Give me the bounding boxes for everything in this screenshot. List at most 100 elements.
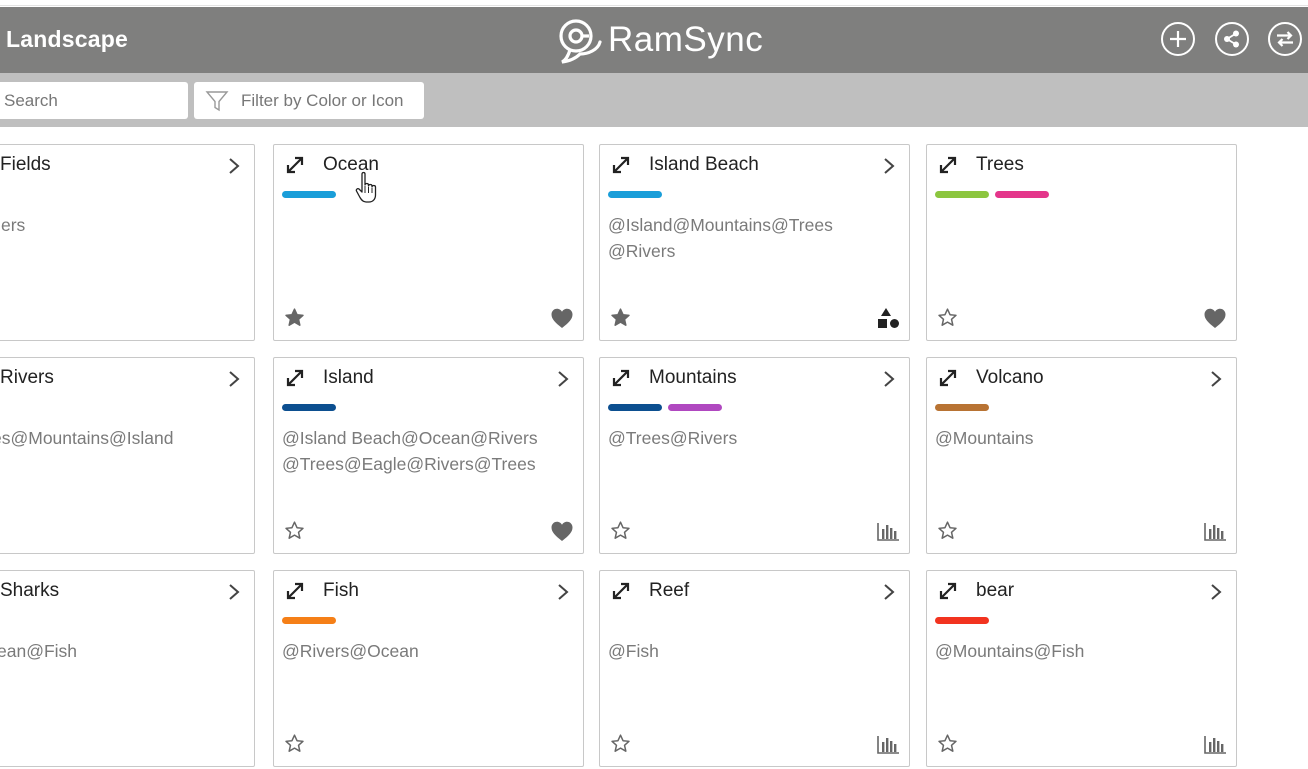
- color-tags: [935, 617, 989, 624]
- share-icon: [1224, 30, 1239, 48]
- star-outline-icon[interactable]: [937, 733, 958, 754]
- color-tags: [935, 404, 989, 411]
- card-trees[interactable]: Trees: [926, 144, 1237, 341]
- card-title[interactable]: bear: [976, 580, 1015, 601]
- color-tag: [935, 617, 989, 624]
- card-links[interactable]: @Island@Mountains@Trees @Rivers: [608, 215, 833, 261]
- color-tag: [282, 404, 336, 411]
- shapes-icon[interactable]: [876, 307, 900, 329]
- card-title[interactable]: Sharks: [0, 580, 60, 601]
- chevron-right-icon[interactable]: [1209, 583, 1223, 601]
- color-tag: [935, 191, 989, 198]
- star-outline-icon[interactable]: [937, 520, 958, 541]
- color-tags: [282, 191, 336, 198]
- card-title[interactable]: Island Beach: [649, 154, 759, 175]
- heart-icon[interactable]: [550, 307, 574, 329]
- chevron-right-icon[interactable]: [882, 370, 896, 388]
- card-ocean[interactable]: Ocean: [273, 144, 584, 341]
- card-fish[interactable]: Fish @Rivers@Ocean: [273, 570, 584, 767]
- expand-icon[interactable]: [611, 368, 631, 388]
- card-title[interactable]: Reef: [649, 580, 690, 601]
- ramsync-logo-icon: [559, 19, 602, 64]
- star-outline-icon[interactable]: [284, 520, 305, 541]
- card-sharks[interactable]: Sharks ean@Fish: [0, 570, 255, 767]
- expand-icon[interactable]: [938, 155, 958, 175]
- card-links[interactable]: es@Mountains@Island: [0, 428, 174, 448]
- chevron-right-icon[interactable]: [227, 370, 241, 388]
- expand-icon[interactable]: [611, 581, 631, 601]
- card-title[interactable]: Trees: [976, 154, 1024, 175]
- expand-icon[interactable]: [285, 368, 305, 388]
- chevron-right-icon[interactable]: [227, 583, 241, 601]
- bar-chart-icon[interactable]: [876, 733, 900, 755]
- page-title: Landscape: [6, 26, 128, 52]
- star-outline-icon[interactable]: [610, 520, 631, 541]
- card-title[interactable]: Volcano: [976, 367, 1044, 388]
- expand-icon[interactable]: [938, 368, 958, 388]
- star-filled-icon[interactable]: [610, 307, 631, 328]
- card-reef[interactable]: Reef @Fish: [599, 570, 910, 767]
- color-tag: [608, 191, 662, 198]
- toolbar: [0, 73, 1308, 127]
- logo: RamSync: [556, 16, 763, 64]
- card-island[interactable]: Island @Island Beach@Ocean@Rivers @Trees@…: [273, 357, 584, 554]
- card-title[interactable]: Island: [323, 367, 374, 388]
- color-tags: [282, 404, 336, 411]
- logo-text: RamSync: [608, 20, 764, 59]
- chevron-right-icon[interactable]: [882, 157, 896, 175]
- card-links[interactable]: @Mountains@Fish: [935, 641, 1085, 661]
- color-tag: [995, 191, 1049, 198]
- card-title[interactable]: Ocean: [323, 154, 379, 175]
- card-rivers[interactable]: Rivers es@Mountains@Island: [0, 357, 255, 554]
- bar-chart-icon[interactable]: [1203, 733, 1227, 755]
- star-outline-icon[interactable]: [610, 733, 631, 754]
- card-links[interactable]: ers: [1, 215, 26, 235]
- color-tag: [282, 191, 336, 198]
- window-top-edge: [0, 0, 1308, 6]
- color-tags: [608, 191, 662, 198]
- filter-icon: [205, 90, 229, 111]
- expand-icon[interactable]: [285, 581, 305, 601]
- chevron-right-icon[interactable]: [1209, 370, 1223, 388]
- heart-icon[interactable]: [550, 520, 574, 542]
- card-mountains[interactable]: Mountains @Trees@Rivers: [599, 357, 910, 554]
- color-tags: [282, 617, 336, 624]
- color-tag: [282, 617, 336, 624]
- chevron-right-icon[interactable]: [227, 157, 241, 175]
- add-button[interactable]: [1161, 22, 1195, 56]
- card-links[interactable]: ean@Fish: [0, 641, 78, 661]
- card-island-beach[interactable]: Island Beach @Island@Mountains@Trees @Riv…: [599, 144, 910, 341]
- card-links[interactable]: @Rivers@Ocean: [282, 641, 419, 661]
- search-input[interactable]: [0, 82, 188, 119]
- expand-icon[interactable]: [938, 581, 958, 601]
- card-fields[interactable]: Fields ers: [0, 144, 255, 341]
- star-outline-icon[interactable]: [284, 733, 305, 754]
- card-links[interactable]: @Island Beach@Ocean@Rivers @Trees@Eagle@…: [282, 428, 538, 474]
- card-title[interactable]: Fields: [0, 154, 51, 175]
- swap-button[interactable]: [1268, 22, 1302, 56]
- card-links[interactable]: @Trees@Rivers: [608, 428, 738, 448]
- card-title[interactable]: Rivers: [0, 367, 54, 388]
- color-tag: [668, 404, 722, 411]
- card-bear[interactable]: bear @Mountains@Fish: [926, 570, 1237, 767]
- bar-chart-icon[interactable]: [876, 520, 900, 542]
- hand-cursor-icon: [355, 171, 377, 203]
- chevron-right-icon[interactable]: [556, 370, 570, 388]
- filter-input[interactable]: [241, 90, 421, 111]
- card-title[interactable]: Fish: [323, 580, 359, 601]
- expand-icon[interactable]: [285, 155, 305, 175]
- heart-icon[interactable]: [1203, 307, 1227, 329]
- card-links[interactable]: @Fish: [608, 641, 659, 661]
- star-filled-icon[interactable]: [284, 307, 305, 328]
- card-title[interactable]: Mountains: [649, 367, 737, 388]
- star-outline-icon[interactable]: [937, 307, 958, 328]
- plus-icon: [1170, 31, 1186, 47]
- share-button[interactable]: [1215, 22, 1249, 56]
- bar-chart-icon[interactable]: [1203, 520, 1227, 542]
- chevron-right-icon[interactable]: [882, 583, 896, 601]
- card-links[interactable]: @Mountains: [935, 428, 1034, 448]
- chevron-right-icon[interactable]: [556, 583, 570, 601]
- expand-icon[interactable]: [611, 155, 631, 175]
- filter-field[interactable]: [194, 82, 424, 119]
- card-volcano[interactable]: Volcano @Mountains: [926, 357, 1237, 554]
